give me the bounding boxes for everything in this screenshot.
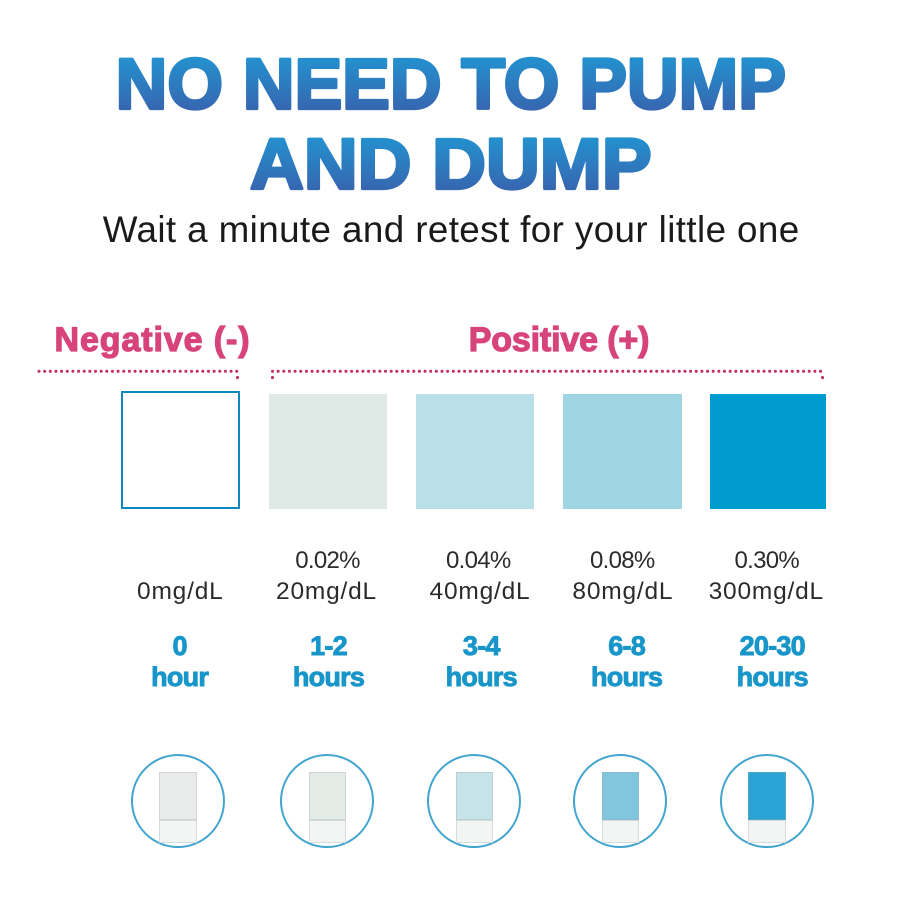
- svg-text:NO NEED TO PUMP: NO NEED TO PUMP: [116, 45, 786, 125]
- svg-text:AND DUMP: AND DUMP: [250, 125, 652, 204]
